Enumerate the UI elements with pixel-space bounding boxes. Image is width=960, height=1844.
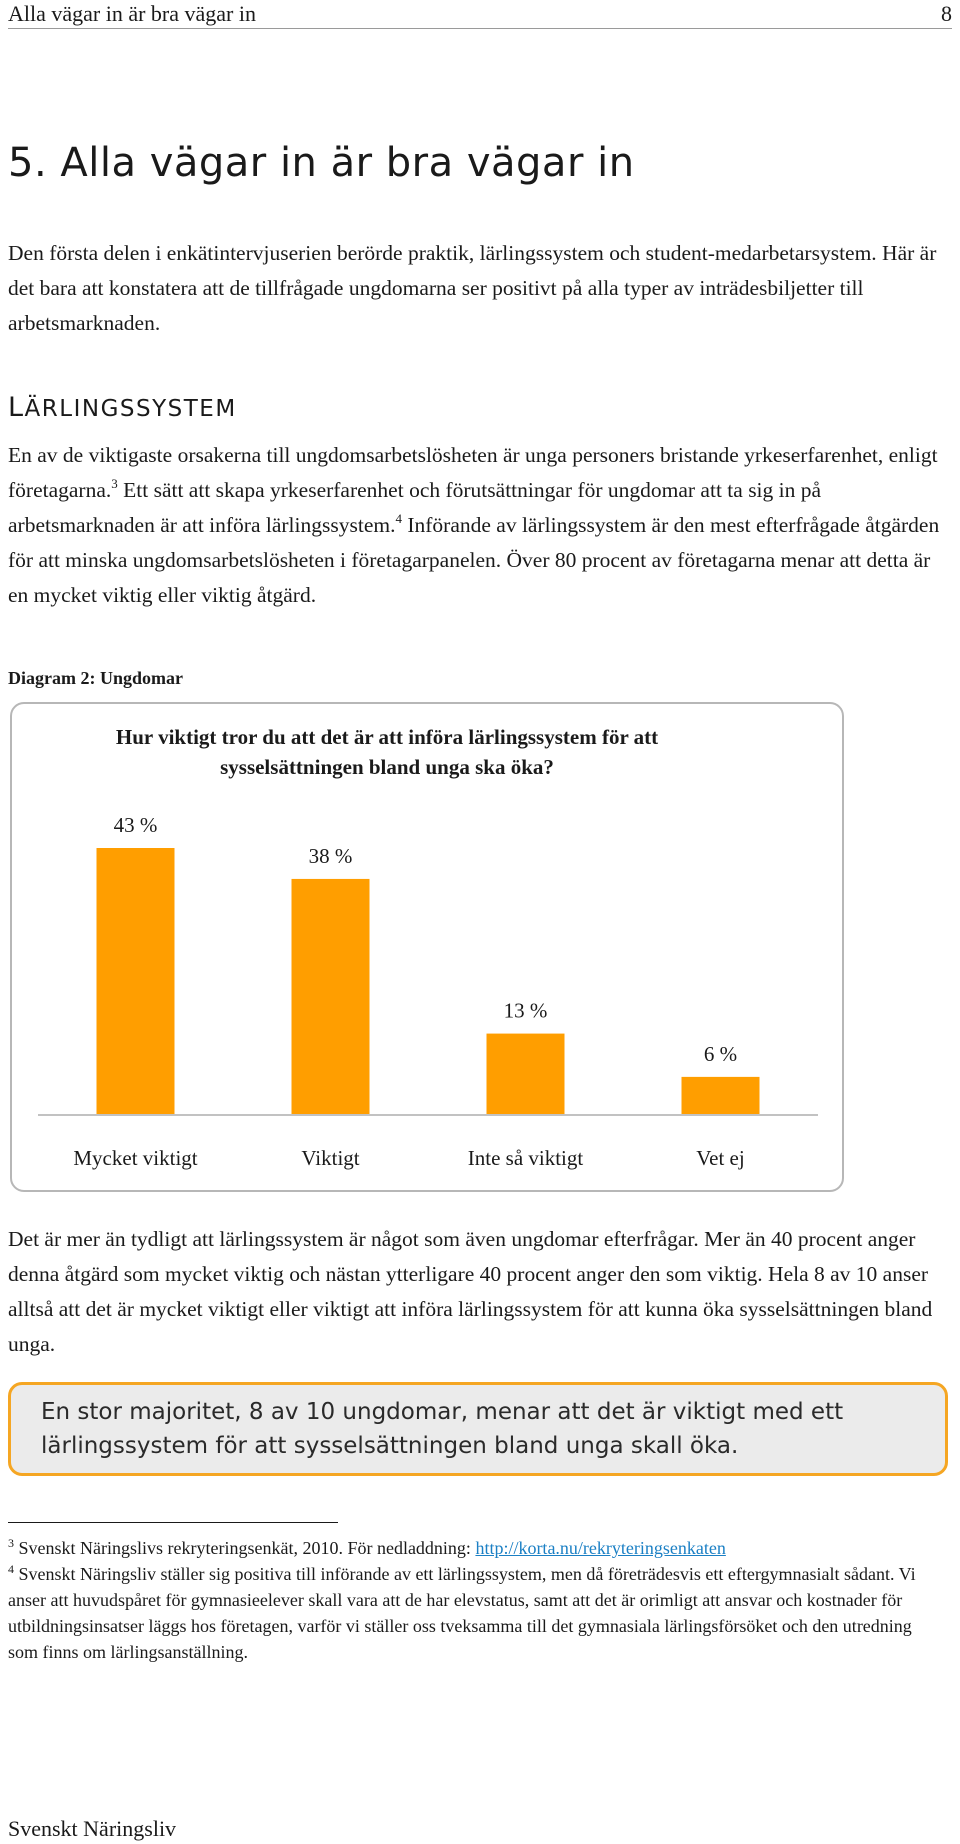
intro-paragraph: Den första delen i enkätintervjuserien b…	[8, 241, 937, 335]
bar-4	[681, 1076, 760, 1114]
data-label-2: 38 %	[309, 844, 353, 868]
diagram-caption: Diagram 2: Ungdomar	[8, 668, 183, 688]
bar-3	[486, 1033, 565, 1114]
page-header: Alla vägar in är bra vägar in 8	[8, 0, 952, 29]
header-title: Alla vägar in är bra vägar in	[8, 1, 256, 26]
para2-text-2: Ett sätt att skapa yrkeserfarenhet och f…	[8, 478, 822, 537]
footnote-3: 3 Svenskt Näringslivs rekryteringsenkät,…	[8, 1535, 943, 1561]
category-label-1: Mycket viktigt	[73, 1146, 197, 1170]
subheading-initial: L	[8, 392, 25, 423]
para2-text-1: En av de viktigaste orsakerna till ungdo…	[8, 443, 938, 502]
footnote-4-text: Svenskt Näringsliv ställer sig positiva …	[8, 1564, 916, 1662]
subheading: Lärlingssystem	[8, 392, 237, 423]
footnote-ref-3: 3	[111, 476, 118, 491]
bar-1	[96, 848, 175, 1114]
bar-chart: 43 % Mycket viktigt 38 % Viktigt 13 % Inte så…	[38, 813, 818, 1170]
data-label-3: 13 %	[504, 999, 548, 1023]
footnote-4-number: 4	[8, 1562, 14, 1576]
footnote-4: 4 Svenskt Näringsliv ställer sig positiv…	[8, 1561, 943, 1665]
data-label-4: 6 %	[704, 1042, 737, 1066]
page-footer: Svenskt Näringsliv	[8, 1816, 177, 1841]
chart-title: Hur viktigt tror du att det är att inför…	[115, 725, 659, 779]
category-label-2: Viktigt	[301, 1146, 359, 1170]
data-label-1: 43 %	[114, 813, 158, 837]
footnote-3-text: Svenskt Näringslivs rekryteringsenkät, 2…	[14, 1538, 476, 1558]
footnotes: 3 Svenskt Näringslivs rekryteringsenkät,…	[8, 1535, 943, 1665]
callout-text: En stor majoritet, 8 av 10 ungdomar, men…	[41, 1399, 844, 1459]
rekryteringsenkaten-link[interactable]: http://korta.nu/rekryteringsenkaten	[475, 1538, 726, 1558]
category-label-3: Inte så viktigt	[468, 1146, 584, 1170]
chart-frame: Hur viktigt tror du att det är att inför…	[10, 702, 844, 1192]
page-number: 8	[941, 1, 952, 26]
callout-box: En stor majoritet, 8 av 10 ungdomar, men…	[8, 1382, 948, 1476]
para2-text-3: Införande av lärlingssystem är den mest …	[8, 513, 940, 607]
section-title: 5. Alla vägar in är bra vägar in	[8, 140, 635, 186]
footnote-ref-4: 4	[395, 511, 402, 526]
paragraph-conclusion: Det är mer än tydligt att lärlingssystem…	[8, 1227, 933, 1356]
bar-2	[291, 878, 370, 1114]
subheading-rest: ärlingssystem	[24, 396, 237, 422]
footnote-separator	[8, 1522, 338, 1523]
paragraph-larlingssystem: En av de viktigaste orsakerna till ungdo…	[8, 438, 953, 613]
category-label-4: Vet ej	[696, 1146, 744, 1170]
footnote-3-number: 3	[8, 1536, 14, 1550]
